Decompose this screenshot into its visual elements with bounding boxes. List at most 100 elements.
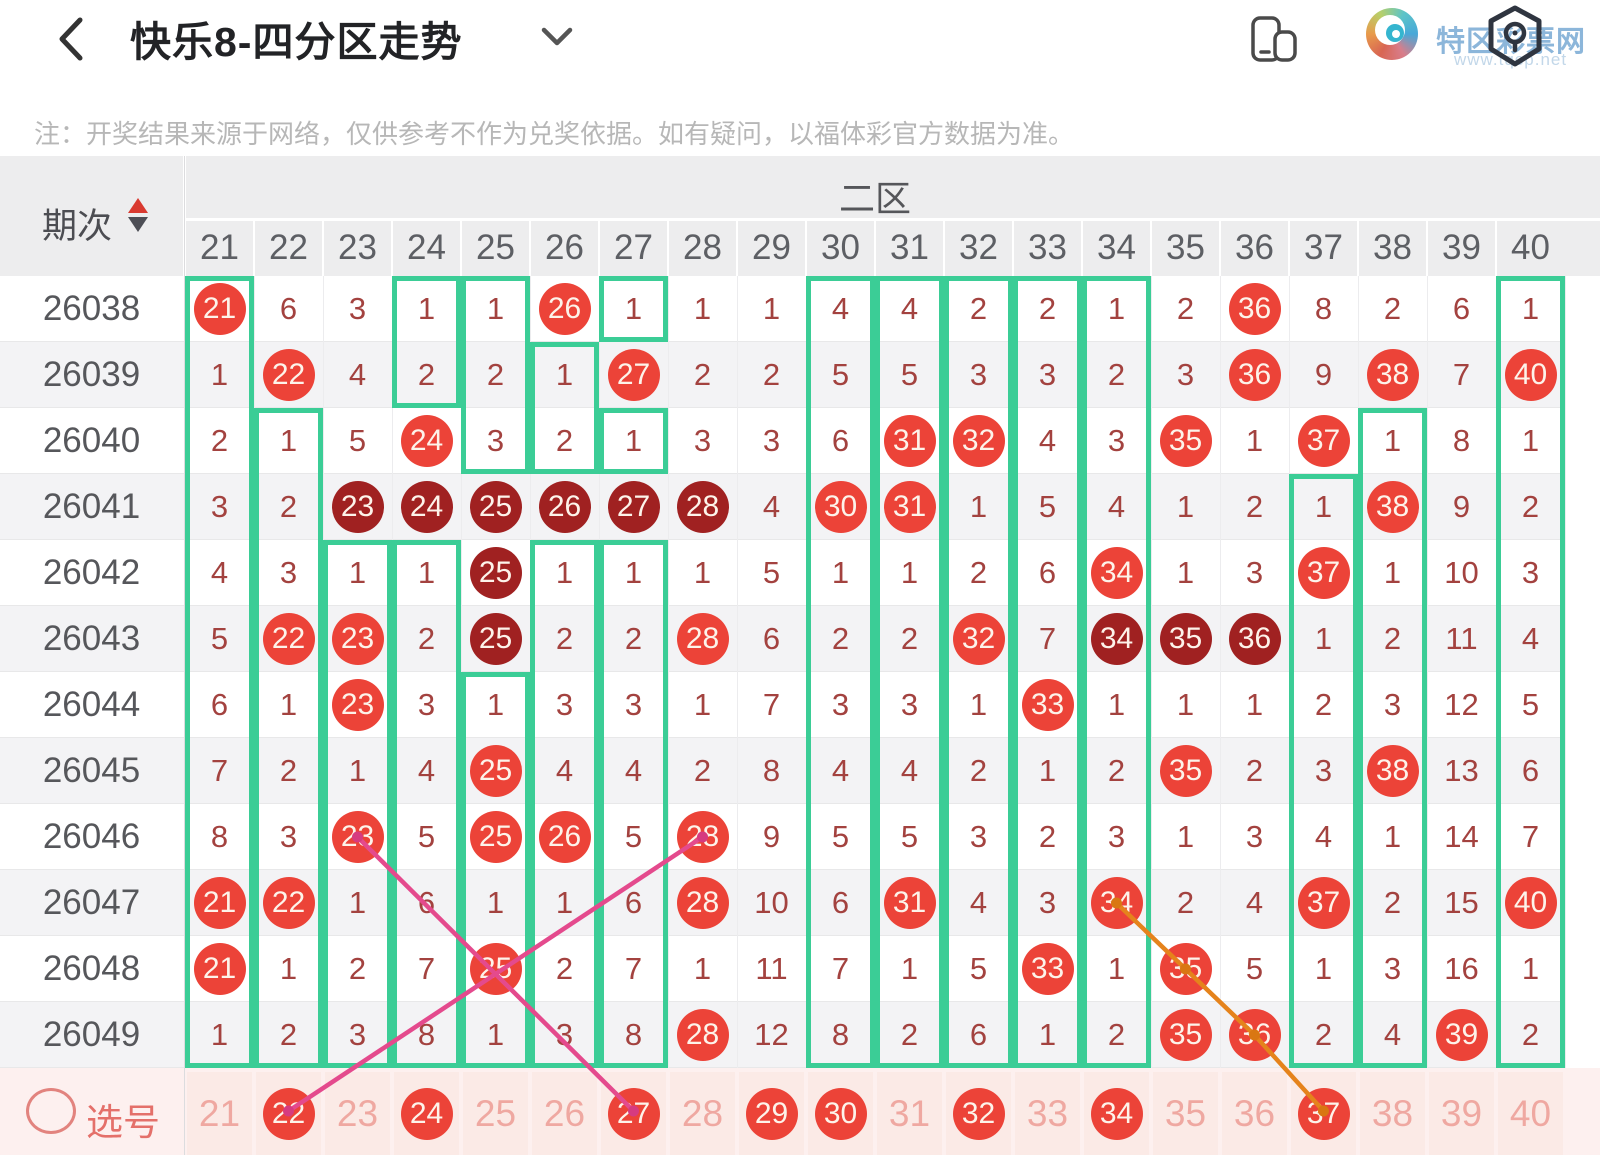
table-row: [0, 606, 1565, 672]
miss-count: 2: [969, 291, 988, 326]
header-gap: [1150, 220, 1152, 276]
selection-number[interactable]: 38: [1360, 1072, 1425, 1155]
period-label: 26048: [42, 949, 141, 988]
selection-number[interactable]: 32: [946, 1072, 1011, 1155]
miss-count: 4: [900, 291, 919, 326]
column-header: 34: [1097, 228, 1136, 267]
miss-count: 2: [1107, 1017, 1126, 1052]
miss-count: 1: [1245, 423, 1264, 458]
drawn-number-circle: 22: [262, 349, 315, 401]
miss-count: 2: [693, 753, 712, 788]
selection-number[interactable]: 27: [601, 1072, 666, 1155]
sort-icon[interactable]: [128, 198, 148, 234]
miss-count: 2: [1107, 357, 1126, 392]
miss-count: 1: [900, 555, 919, 590]
chevron-down-icon[interactable]: [540, 26, 574, 53]
column-separator: [668, 276, 669, 1068]
miss-count: 1: [831, 555, 850, 590]
period-header-label: 期次: [42, 207, 113, 246]
selection-number[interactable]: 40: [1498, 1072, 1563, 1155]
selection-number[interactable]: 33: [1015, 1072, 1080, 1155]
drawn-number-circle: 37: [1297, 877, 1350, 929]
selection-number[interactable]: 29: [739, 1072, 804, 1155]
drawn-number-circle: 26: [538, 481, 591, 533]
miss-count: 1: [693, 291, 712, 326]
selection-number[interactable]: 23: [325, 1072, 390, 1155]
selection-number[interactable]: 37: [1291, 1072, 1356, 1155]
selection-number[interactable]: 22: [256, 1072, 321, 1155]
header-gap: [943, 220, 945, 276]
drawn-number-circle: 31: [883, 877, 936, 929]
brand-logo-icon: [1366, 8, 1418, 60]
miss-count: 3: [762, 423, 781, 458]
drawn-number-circle: 37: [1297, 415, 1350, 467]
selection-number[interactable]: 26: [532, 1072, 597, 1155]
miss-count: 3: [831, 687, 850, 722]
miss-count: 4: [417, 753, 436, 788]
drawn-number-circle: 38: [1366, 481, 1419, 533]
selection-number[interactable]: 24: [394, 1072, 459, 1155]
column-header: 35: [1166, 228, 1205, 267]
drawn-number-circle: 27: [607, 349, 660, 401]
miss-count: 3: [486, 423, 505, 458]
miss-count: 2: [900, 621, 919, 656]
page-title[interactable]: 快乐8-四分区走势: [130, 19, 463, 65]
header-gap: [1288, 220, 1290, 276]
miss-count: 1: [486, 687, 505, 722]
miss-count: 6: [831, 423, 850, 458]
miss-count: 4: [900, 753, 919, 788]
drawn-number-circle: 37: [1297, 547, 1350, 599]
drawn-number-circle: 36: [1228, 349, 1281, 401]
selection-number[interactable]: 39: [1429, 1072, 1494, 1155]
selection-circle-icon[interactable]: [26, 1088, 76, 1134]
miss-count: 7: [762, 687, 781, 722]
miss-count: 4: [348, 357, 367, 392]
period-sort-header[interactable]: 期次: [0, 156, 183, 276]
selection-number[interactable]: 25: [463, 1072, 528, 1155]
selection-number[interactable]: 31: [877, 1072, 942, 1155]
drawn-number-circle: 35: [1159, 1009, 1212, 1061]
miss-count: 4: [1245, 885, 1264, 920]
selection-number[interactable]: 35: [1153, 1072, 1218, 1155]
miss-count: 5: [900, 819, 919, 854]
drawn-number-circle: 40: [1504, 877, 1557, 929]
column-header: 22: [269, 228, 308, 267]
streak-box: [806, 276, 875, 1068]
miss-count: 7: [1452, 357, 1471, 392]
header-gap: [1426, 220, 1428, 276]
miss-count: 3: [1107, 819, 1126, 854]
drawn-number-circle: 28: [676, 877, 729, 929]
drawn-number-circle: 23: [331, 811, 384, 863]
selection-number[interactable]: 30: [808, 1072, 873, 1155]
miss-count: 2: [969, 555, 988, 590]
drawn-number-circle: 38: [1366, 745, 1419, 797]
drawn-number-circle: 34: [1090, 613, 1143, 665]
selection-number[interactable]: 21: [187, 1072, 252, 1155]
selection-number[interactable]: 34: [1084, 1072, 1149, 1155]
miss-count: 1: [1383, 819, 1402, 854]
miss-count: 2: [348, 951, 367, 986]
miss-count: 6: [1452, 291, 1471, 326]
drawn-number-circle: 30: [814, 481, 867, 533]
header-gap: [1081, 220, 1083, 276]
split-screen-icon[interactable]: [1249, 12, 1301, 73]
miss-count: 2: [279, 489, 298, 524]
streak-box: [599, 408, 668, 474]
drawn-number-circle: 21: [193, 877, 246, 929]
miss-count: 1: [210, 1017, 229, 1052]
drawn-number-circle: 35: [1159, 415, 1212, 467]
miss-count: 1: [1038, 753, 1057, 788]
miss-count: 10: [1444, 555, 1479, 590]
header-gap: [391, 220, 393, 276]
selection-number[interactable]: 28: [670, 1072, 735, 1155]
drawn-number-circle: 36: [1228, 613, 1281, 665]
miss-count: 1: [348, 555, 367, 590]
miss-count: 3: [1107, 423, 1126, 458]
back-icon[interactable]: [50, 12, 94, 66]
header-gap: [460, 220, 462, 276]
drawn-number-circle: 38: [1366, 349, 1419, 401]
selection-number[interactable]: 36: [1222, 1072, 1287, 1155]
miss-count: 6: [969, 1017, 988, 1052]
miss-count: 2: [486, 357, 505, 392]
miss-count: 1: [1521, 423, 1540, 458]
